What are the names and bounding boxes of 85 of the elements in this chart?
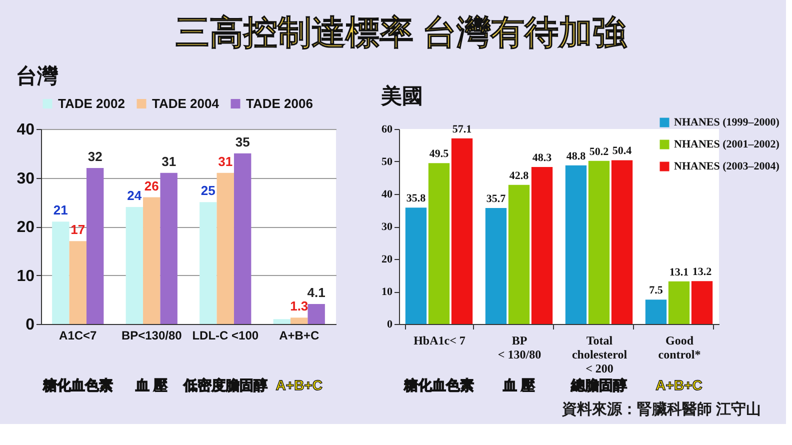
bar [86,168,104,324]
y-tick-label: 30 [382,221,393,233]
x-tick-label: BP < 130/80 [498,334,542,362]
data-label: 48.8 [566,150,586,162]
data-label: 17 [70,222,86,238]
text: A+B+C [656,377,702,393]
y-tick-label: 60 [382,124,393,136]
data-label: 13.1 [669,266,689,278]
chart-title: 台灣 [16,64,60,88]
data-label: 35 [235,134,250,150]
x-tick-label: HbA1c< 7 [414,334,466,348]
text: 糖化血色素 [403,377,474,393]
bar [405,208,427,324]
bar [308,304,325,324]
x-tick-label: Total cholesterol < 200 [572,334,628,376]
source-note: 資料來源：腎臟科醫師 江守山 [560,400,761,418]
bar [508,184,530,324]
y-tick-label: 50 [382,156,393,168]
legend-label: TADE 2006 [246,96,313,111]
bar [216,172,234,324]
bar [52,222,70,324]
y-tick-label: 0 [26,316,35,334]
data-label: 26 [144,178,159,194]
text: A+B+C [276,377,322,393]
bar [234,153,252,324]
y-tick-label: 30 [16,170,35,188]
y-tick-label: 10 [382,286,393,298]
bar [290,318,308,324]
bar [200,202,217,324]
legend-label: TADE 2004 [152,96,220,111]
bar [451,138,473,324]
bar [143,197,160,324]
text: 三高控制達標率 台灣有待加強 [175,14,628,52]
x-tick-label: LDL-C <100 [192,328,259,342]
x-tick-label: A1C<7 [59,328,98,342]
bar [160,172,178,324]
data-label: 35.7 [486,192,506,205]
data-label: 24 [127,188,142,203]
data-label: 48.3 [532,152,552,164]
text: 糖化血色素 [42,377,113,393]
y-tick-label: 40 [16,122,35,138]
text: 低密度膽固醇 [182,377,268,393]
bar [428,163,450,324]
bar [126,207,144,324]
legend-label: NHANES (1999–2000) [674,116,780,128]
bar [273,319,291,324]
bar [485,208,507,324]
bar [645,300,667,324]
x-tick-label: Good control* [658,334,701,362]
y-tick-label: 20 [382,254,393,266]
x-tick-label: BP<130/80 [121,328,182,342]
y-tick-label: 0 [387,318,393,330]
x-tick-label: A+B+C [279,328,320,342]
data-label: 35.8 [406,192,426,205]
legend-label: TADE 2002 [58,96,125,111]
data-label: 31 [162,154,176,169]
data-label: 13.2 [692,266,712,278]
data-label: 1.3 [290,298,308,314]
y-tick-label: 10 [16,268,35,285]
data-label: 25 [200,183,216,198]
data-label: 57.1 [452,123,472,136]
bar [691,281,713,324]
bar [611,160,633,324]
data-label: 50.2 [589,146,610,158]
data-label: 21 [53,202,68,218]
bar [588,160,610,324]
text: 血 壓 [502,377,536,393]
bar [668,281,690,324]
data-label: 42.8 [509,170,530,182]
chart-title: 美國 [380,84,423,108]
data-label: 4.1 [307,285,326,300]
y-tick-label: 40 [382,188,393,200]
data-label: 50.4 [612,145,632,158]
data-label: 49.5 [429,148,450,160]
legend-label: NHANES (2001–2002) [674,138,780,150]
data-label: 7.5 [649,284,664,297]
text: 總膽固醇 [570,377,627,393]
data-label: 31 [218,154,233,169]
bar [69,241,86,324]
y-tick-label: 20 [16,219,35,236]
legend-label: NHANES (2003–2004) [674,160,780,172]
bar [565,165,587,324]
text: 血 壓 [134,377,169,393]
bar [531,167,553,324]
data-label: 32 [88,149,102,164]
